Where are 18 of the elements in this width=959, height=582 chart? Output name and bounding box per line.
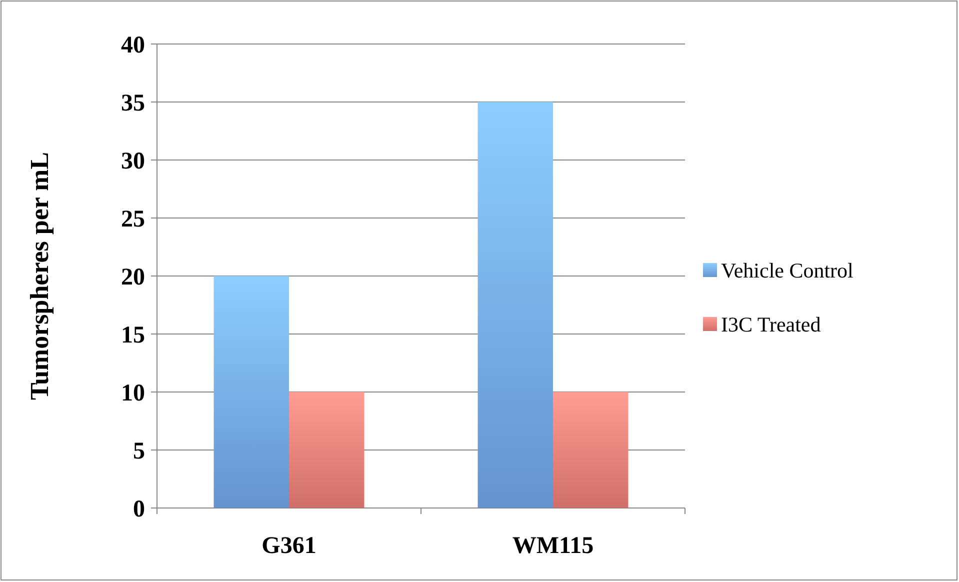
y-tick-label: 30 [121,148,145,174]
y-tick-label: 5 [133,438,145,464]
x-tick-label: G361 [262,533,316,559]
x-tick-label: WM115 [512,533,594,559]
bar [553,392,628,508]
y-axis-title: Tumorspheres per mL [25,152,54,400]
y-tick-label: 35 [121,90,145,116]
bar [289,392,364,508]
y-tick-label: 15 [121,322,145,348]
legend-label: Vehicle Control [721,258,854,282]
y-tick-label: 20 [121,264,145,290]
y-tick-label: 40 [121,32,145,58]
legend-label: I3C Treated [721,312,822,336]
bar [478,102,553,508]
bar [214,276,289,508]
y-tick-label: 25 [121,206,145,232]
y-tick-label: 10 [121,380,145,406]
y-tick-label: 0 [133,496,145,522]
